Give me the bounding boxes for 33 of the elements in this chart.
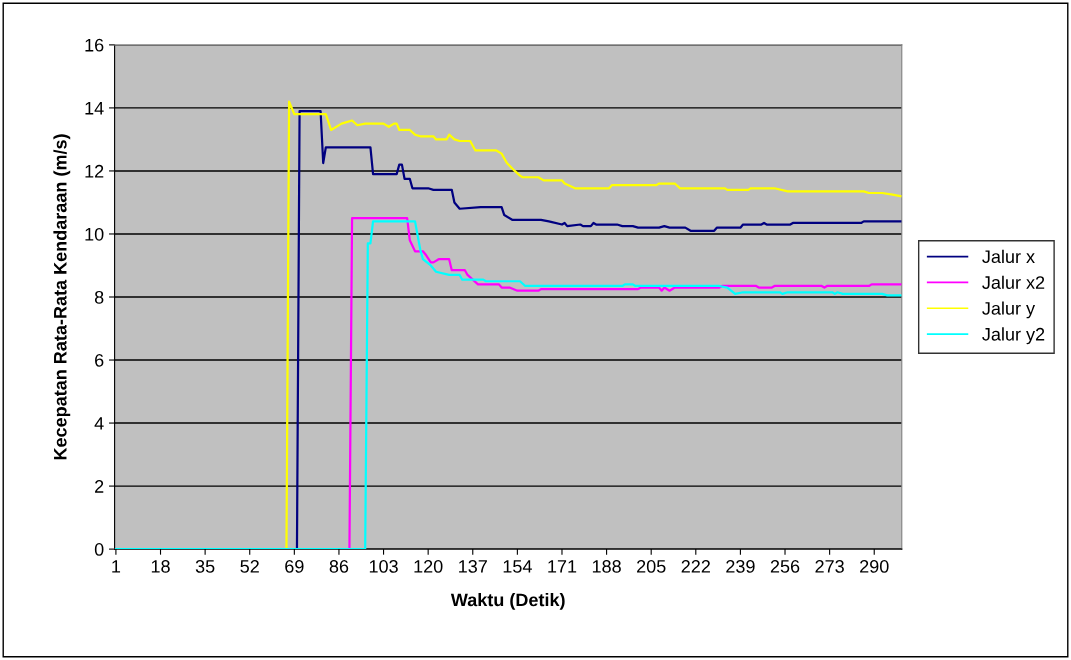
legend-label: Jalur x [982, 249, 1035, 264]
y-tick-label: 14 [85, 102, 104, 115]
y-tick-label: 0 [94, 543, 104, 556]
y-tick-label: 12 [85, 164, 104, 178]
x-tick-label: 205 [637, 560, 666, 573]
y-tick-label: 10 [85, 227, 104, 241]
x-tick-label: 222 [681, 560, 710, 573]
y-tick-label: 6 [95, 353, 104, 367]
x-tick-label: 137 [459, 560, 487, 573]
legend-label: Jalur x2 [982, 275, 1045, 289]
y-tick-label: 4 [94, 417, 104, 430]
x-tick-label: 273 [815, 560, 844, 573]
x-tick-label: 86 [329, 560, 349, 573]
x-tick-label: 18 [151, 560, 170, 573]
legend-label: Jalur y2 [982, 327, 1045, 345]
x-tick-label: 69 [285, 560, 304, 573]
y-tick-label: 8 [94, 290, 104, 304]
x-tick-label: 256 [770, 560, 800, 573]
x-tick-label: 103 [369, 560, 398, 573]
legend-label: Jalur y [982, 301, 1036, 319]
x-axis-title: Waktu (Detik) [450, 593, 565, 610]
x-tick-label: 35 [195, 560, 215, 573]
x-tick-label: 239 [726, 560, 755, 573]
y-tick-label: 16 [85, 38, 104, 52]
x-tick-label: 52 [240, 560, 259, 573]
x-tick-label: 120 [414, 560, 443, 573]
x-tick-label: 1 [112, 560, 121, 573]
y-axis-title: Kecepatan Rata-Rata Kendaraan (m/s) [53, 134, 71, 460]
y-tick-label: 2 [95, 480, 104, 493]
x-tick-label: 188 [592, 560, 621, 573]
x-tick-label: 154 [503, 560, 532, 573]
x-tick-label: 290 [860, 560, 889, 573]
x-tick-label: 171 [548, 560, 577, 573]
